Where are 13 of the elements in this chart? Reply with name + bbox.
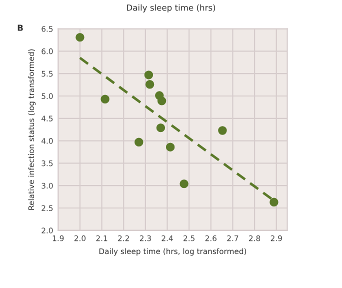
point <box>166 142 175 152</box>
point <box>144 70 154 80</box>
point <box>270 198 278 207</box>
text: Daily sleep time (hrs) <box>127 4 216 12</box>
point <box>156 123 166 132</box>
point <box>218 126 227 135</box>
point <box>100 94 110 104</box>
point <box>180 179 188 188</box>
point <box>145 80 154 89</box>
point <box>157 96 166 106</box>
point <box>76 32 84 42</box>
text: B <box>18 24 23 31</box>
point <box>134 138 144 147</box>
